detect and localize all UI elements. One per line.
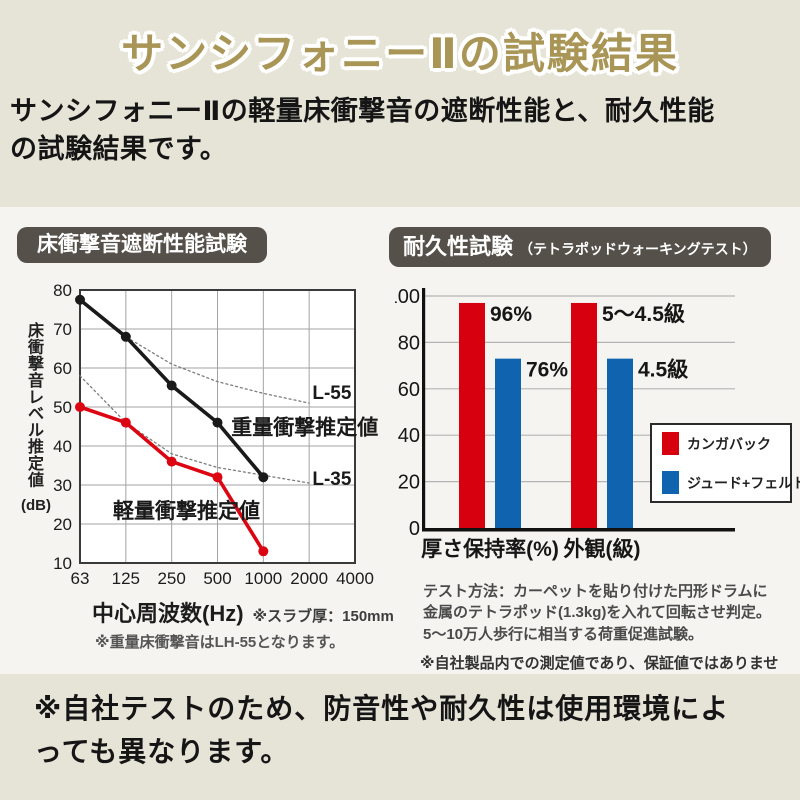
test-method-text: テスト方法：カーペットを貼り付けた円形ドラムに 金属のテトラポッド(1.3kg)…: [423, 583, 771, 643]
legend-item-jute-felt: ジュード+フェルト: [662, 471, 800, 494]
svg-text:50: 50: [53, 398, 72, 417]
svg-text:重量衝撃推定値: 重量衝撃推定値: [231, 415, 378, 439]
header-section: サンシフォニーⅡの試験結果 サンシフォニーⅡの軽量床衝撃音の遮断性能と、耐久性能…: [0, 0, 800, 207]
chart-legend: カンガバック ジュード+フェルト: [650, 423, 800, 503]
durability-test-badge-label: 耐久性試験: [403, 234, 514, 259]
svg-text:4000: 4000: [336, 569, 374, 588]
impact-sound-test-badge: 床衝撃音遮断性能試験: [18, 228, 266, 263]
heavy-impact-note: ※重量床衝撃音はLH-55となります。: [95, 634, 345, 651]
charts-section: 床衝撃音遮断性能試験 80 70 60 50 40 30 20 10 63 125 250 500 10…: [0, 207, 800, 693]
svg-text:0: 0: [409, 518, 420, 540]
svg-text:100: 100: [395, 286, 420, 308]
svg-text:63: 63: [71, 569, 90, 588]
svg-text:20: 20: [398, 472, 420, 494]
svg-text:音: 音: [28, 371, 44, 390]
svg-text:5〜4.5級: 5〜4.5級: [602, 302, 685, 326]
svg-text:250: 250: [157, 569, 185, 588]
svg-text:80: 80: [53, 281, 72, 300]
legend-label-jute-felt: ジュード+フェルト: [687, 474, 800, 491]
svg-text:L-55: L-55: [312, 383, 352, 404]
svg-text:撃: 撃: [28, 354, 44, 373]
impact-sound-xaxis-label: 中心周波数(Hz) ※スラブ厚：150mm: [92, 596, 394, 628]
svg-text:ル: ル: [28, 423, 44, 440]
svg-text:2000: 2000: [290, 569, 328, 588]
svg-text:値: 値: [27, 470, 44, 489]
svg-text:床: 床: [28, 321, 45, 340]
svg-text:10: 10: [53, 554, 72, 573]
svg-text:30: 30: [53, 476, 72, 495]
legend-swatch-1: [662, 471, 679, 494]
legend-swatch-0: [662, 432, 679, 455]
svg-text:125: 125: [112, 569, 140, 588]
svg-text:レ: レ: [28, 389, 44, 406]
impact-sound-test-badge-label: 床衝撃音遮断性能試験: [37, 233, 247, 256]
svg-text:60: 60: [398, 379, 420, 401]
legend-label-kangaback: カンガバック: [687, 435, 771, 452]
page-title: サンシフォニーⅡの試験結果: [121, 30, 679, 77]
footer-note: ※自社テストのため、防音性や耐久性は使用環境によ っても異なります。: [34, 693, 730, 768]
svg-text:ベ: ベ: [28, 406, 44, 423]
footer-section: ※自社テストのため、防音性や耐久性は使用環境によ っても異なります。: [0, 674, 800, 800]
svg-text:500: 500: [203, 569, 231, 588]
svg-text:厚さ保持率(%): 厚さ保持率(%): [421, 537, 559, 561]
svg-text:96%: 96%: [490, 303, 532, 326]
legend-item-kangaback: カンガバック: [662, 432, 780, 455]
svg-text:1000: 1000: [244, 569, 282, 588]
svg-text:40: 40: [53, 437, 72, 456]
svg-text:80: 80: [398, 332, 420, 354]
svg-text:4.5級: 4.5級: [638, 358, 688, 382]
svg-text:外観(級): 外観(級): [564, 537, 641, 561]
svg-text:60: 60: [53, 359, 72, 378]
durability-test-badge: 耐久性試験 （テトラポッドウォーキングテスト）: [390, 228, 770, 266]
svg-text:(dB): (dB): [21, 497, 51, 514]
svg-text:70: 70: [53, 320, 72, 339]
svg-text:定: 定: [27, 454, 44, 473]
svg-text:40: 40: [398, 425, 420, 447]
xaxis-label-text: 中心周波数(Hz): [92, 601, 244, 626]
svg-text:L-35: L-35: [312, 469, 352, 490]
svg-text:軽量衝撃推定値: 軽量衝撃推定値: [113, 499, 260, 523]
slab-thickness-note: ※スラブ厚：150mm: [252, 608, 394, 625]
durability-test-badge-note: （テトラポッドウォーキングテスト）: [519, 241, 757, 257]
svg-text:20: 20: [53, 515, 72, 534]
svg-text:推: 推: [28, 437, 44, 456]
svg-text:衝: 衝: [27, 338, 44, 357]
svg-text:76%: 76%: [526, 359, 568, 382]
page-subtitle: サンシフォニーⅡの軽量床衝撃音の遮断性能と、耐久性能 の試験結果です。: [10, 96, 715, 165]
